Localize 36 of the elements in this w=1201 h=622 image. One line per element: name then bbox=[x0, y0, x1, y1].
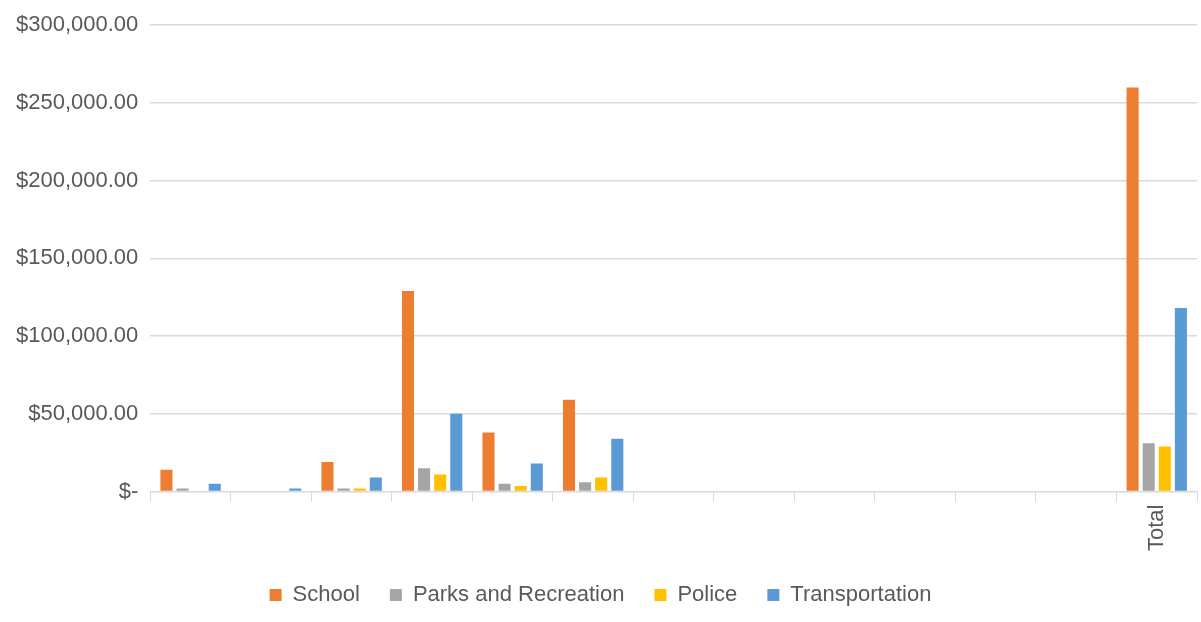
y-tick-label: $50,000.00 bbox=[28, 399, 139, 425]
bar bbox=[369, 477, 382, 491]
y-tick-label: $200,000.00 bbox=[16, 166, 139, 192]
y-tick-label: $250,000.00 bbox=[16, 88, 139, 114]
bar bbox=[450, 413, 463, 491]
y-tick-label: $100,000.00 bbox=[16, 322, 139, 348]
bar bbox=[1158, 446, 1171, 491]
bar bbox=[1142, 443, 1155, 491]
bar bbox=[514, 486, 527, 491]
legend-label: Police bbox=[677, 581, 738, 607]
bar bbox=[321, 462, 334, 491]
bar bbox=[353, 488, 366, 491]
bar bbox=[1126, 87, 1139, 491]
bar bbox=[1174, 308, 1187, 491]
bar bbox=[289, 488, 302, 491]
bar bbox=[434, 474, 447, 491]
legend-label: Transportation bbox=[790, 581, 932, 607]
bar bbox=[482, 432, 495, 491]
bar bbox=[176, 488, 189, 491]
bar bbox=[611, 438, 624, 491]
bar bbox=[498, 483, 511, 491]
bar bbox=[595, 477, 608, 491]
bar bbox=[160, 469, 173, 491]
y-tick-label: $150,000.00 bbox=[16, 244, 139, 270]
bar bbox=[337, 488, 350, 491]
bar bbox=[579, 482, 592, 491]
bar bbox=[401, 291, 415, 491]
bar bbox=[208, 483, 221, 491]
y-tick-label: $300,000.00 bbox=[16, 11, 139, 37]
bar bbox=[418, 468, 431, 491]
bar bbox=[562, 399, 576, 491]
bar bbox=[530, 463, 543, 491]
legend-label: School bbox=[292, 581, 360, 607]
x-tick-label: Total bbox=[1142, 504, 1168, 552]
y-tick-label: $- bbox=[118, 477, 139, 503]
legend-label: Parks and Recreation bbox=[412, 581, 625, 607]
